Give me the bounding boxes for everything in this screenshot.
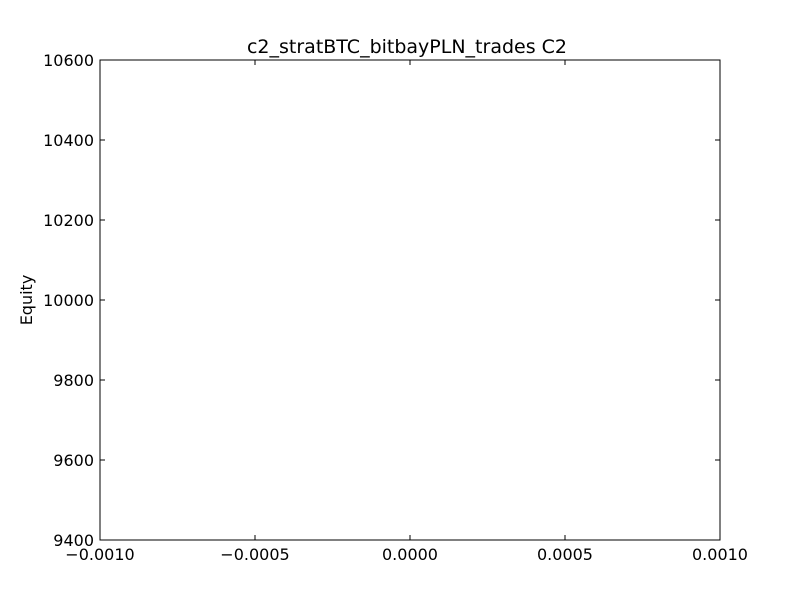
x-axis-ticks: −0.0010 −0.0005 0.0000 0.0005 0.0010 [65, 60, 748, 564]
plot-area-frame [99, 59, 721, 541]
x-tick-label: 0.0010 [692, 545, 748, 564]
y-tick-label: 10200 [43, 211, 94, 230]
y-tick-label: 9600 [53, 451, 94, 470]
y-tick-label: 10000 [43, 291, 94, 310]
x-tick-label: 0.0000 [382, 545, 438, 564]
x-tick-label: −0.0010 [65, 545, 134, 564]
y-axis-ticks: 9400 9600 9800 10000 10200 10400 10600 [43, 51, 720, 550]
y-axis-label: Equity [17, 275, 36, 326]
y-tick-label: 10400 [43, 131, 94, 150]
y-tick-label: 9800 [53, 371, 94, 390]
x-tick-label: −0.0005 [220, 545, 289, 564]
chart-title: c2_stratBTC_bitbayPLN_trades C2 [247, 36, 567, 58]
x-tick-label: 0.0005 [537, 545, 593, 564]
y-tick-label: 10600 [43, 51, 94, 70]
y-tick-label: 9400 [53, 531, 94, 550]
